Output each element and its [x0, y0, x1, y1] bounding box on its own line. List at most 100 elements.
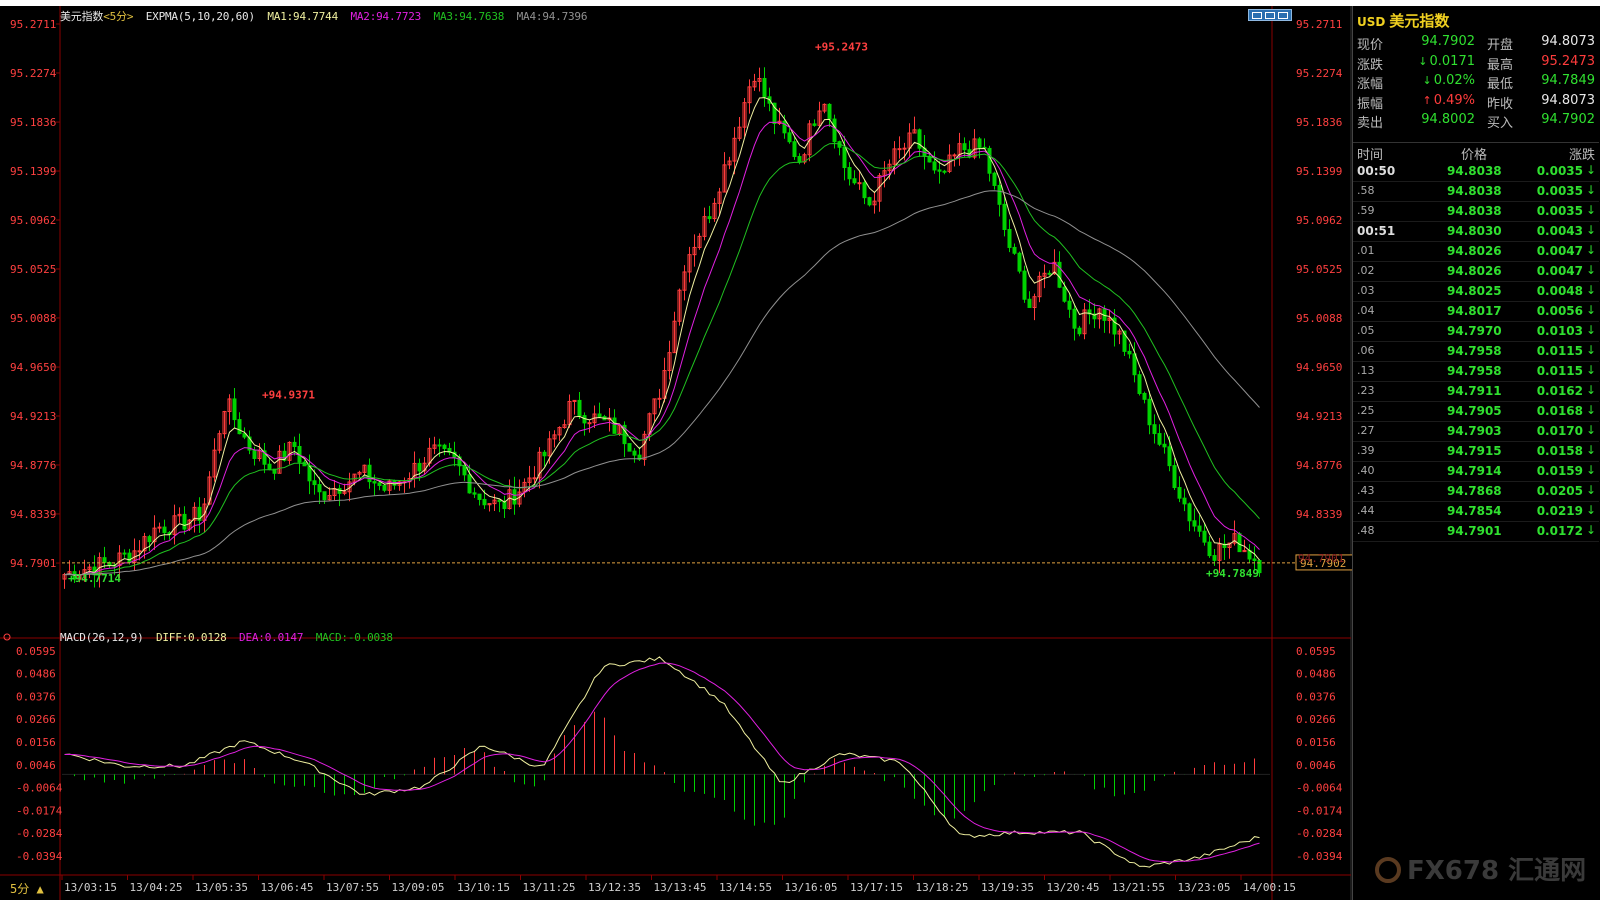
time-tick-label: 13/09:05 [392, 881, 445, 894]
candle-down [482, 498, 487, 506]
candle-up [1217, 543, 1222, 561]
tick-price: 94.8026 [1447, 244, 1502, 258]
time-tick-label: 13/19:35 [981, 881, 1034, 894]
candle-down [862, 182, 867, 199]
tick-row[interactable]: 00:50 94.8038 0.0035 ↓ [1353, 162, 1599, 182]
quote-row: 涨跌 ↓ 0.0171 最高 95.2473 [1353, 54, 1599, 73]
quote-value-2: 94.8073 [1541, 34, 1595, 49]
candle-down [442, 444, 447, 449]
candle-up [737, 126, 742, 139]
candle-up [717, 191, 722, 204]
price-tick-label: 94.8776 [10, 459, 56, 472]
tick-row[interactable]: .05 94.7970 0.0103 ↓ [1353, 322, 1599, 342]
candle-up [142, 536, 147, 552]
price-tick-label-right: 94.8339 [1296, 508, 1342, 521]
candle-down [182, 513, 187, 530]
chart-tools-icon[interactable] [1248, 9, 1292, 21]
indicator-name[interactable]: EXPMA(5,10,20,60) [145, 10, 255, 23]
period-label[interactable]: <5分> [103, 10, 134, 23]
macd-tick-label: 0.0595 [16, 645, 56, 658]
price-tick-label-right: 95.1399 [1296, 165, 1342, 178]
candle-up [972, 138, 977, 158]
tick-row[interactable]: .04 94.8017 0.0056 ↓ [1353, 302, 1599, 322]
candle-down [242, 433, 247, 438]
tick-row[interactable]: .23 94.7911 0.0162 ↓ [1353, 382, 1599, 402]
tick-row[interactable]: .59 94.8038 0.0035 ↓ [1353, 202, 1599, 222]
candle-down [472, 492, 477, 495]
candle-down [437, 444, 442, 447]
tick-row[interactable]: .48 94.7901 0.0172 ↓ [1353, 522, 1599, 542]
candle-down [1197, 525, 1202, 532]
tick-row[interactable]: .58 94.8038 0.0035 ↓ [1353, 182, 1599, 202]
candle-down [272, 468, 277, 474]
tick-time: .06 [1357, 344, 1375, 357]
time-tick-label: 13/14:55 [719, 881, 772, 894]
candle-up [192, 506, 197, 521]
macd-dea-value: DEA:0.0147 [239, 631, 304, 644]
time-tick-label: 14/00:15 [1243, 881, 1296, 894]
candle-down [917, 129, 922, 149]
candle-down [1067, 300, 1072, 310]
tick-price: 94.7901 [1447, 524, 1502, 538]
instrument-name: 美元指数 [60, 10, 104, 23]
candle-down [782, 120, 787, 134]
candle-down [392, 480, 397, 486]
candle-down [1147, 398, 1152, 426]
ma3-value: MA3:94.7638 [433, 10, 505, 23]
tick-row[interactable]: .13 94.7958 0.0115 ↓ [1353, 362, 1599, 382]
macd-tick-label-right: 0.0156 [1296, 736, 1336, 749]
candle-down [282, 450, 287, 461]
price-tick-label: 95.0088 [10, 312, 56, 325]
candle-up [572, 399, 577, 402]
candle-up [327, 495, 332, 501]
arrow-down-icon: ↓ [1585, 503, 1596, 517]
tick-row[interactable]: .40 94.7914 0.0159 ↓ [1353, 462, 1599, 482]
low-right-annotation: +94.7849 [1206, 567, 1259, 580]
tick-row[interactable]: 00:51 94.8030 0.0043 ↓ [1353, 222, 1599, 242]
time-tick-label: 13/21:55 [1112, 881, 1165, 894]
candle-down [1187, 503, 1192, 522]
tick-row[interactable]: .01 94.8026 0.0047 ↓ [1353, 242, 1599, 262]
price-tick-label: 95.2711 [10, 18, 56, 31]
macd-tick-label: 0.0266 [16, 713, 56, 726]
price-chart[interactable]: 95.2711 95.2711 95.2274 95.2274 95.1836 95.18… [0, 0, 1352, 900]
macd-tick-label: 0.0376 [16, 690, 56, 703]
tick-change: 0.0035 [1536, 184, 1583, 198]
tick-row[interactable]: .44 94.7854 0.0219 ↓ [1353, 502, 1599, 522]
candle-down [1252, 558, 1257, 561]
candle-down [1207, 541, 1212, 557]
quote-value-2: 95.2473 [1541, 53, 1595, 69]
tick-price: 94.7914 [1447, 464, 1502, 478]
tick-time: .02 [1357, 264, 1375, 277]
tick-row[interactable]: .25 94.7905 0.0168 ↓ [1353, 402, 1599, 422]
tick-row[interactable]: .27 94.7903 0.0170 ↓ [1353, 422, 1599, 442]
high-annotation: +95.2473 [815, 41, 868, 54]
tick-row[interactable]: .39 94.7915 0.0158 ↓ [1353, 442, 1599, 462]
candle-up [697, 235, 702, 248]
candle-up [682, 271, 687, 291]
candle-up [892, 148, 897, 165]
current-price-box [1295, 554, 1352, 571]
tick-price: 94.7958 [1447, 344, 1502, 358]
tick-price: 94.8017 [1447, 304, 1502, 318]
tick-row[interactable]: .03 94.8025 0.0048 ↓ [1353, 282, 1599, 302]
tick-row[interactable]: .02 94.8026 0.0047 ↓ [1353, 262, 1599, 282]
arrow-down-icon: ↓ [1422, 74, 1432, 87]
candle-down [162, 526, 167, 534]
tick-row[interactable]: .43 94.7868 0.0205 ↓ [1353, 482, 1599, 502]
macd-legend: MACD(26,12,9) DIFF:0.0128 DEA:0.0147 MAC… [60, 631, 399, 644]
panel-title: USD 美元指数 [1357, 10, 1449, 31]
candle-up [732, 137, 737, 162]
candle-down [1057, 261, 1062, 288]
tick-time: .44 [1357, 504, 1375, 517]
window-top-bar [0, 0, 1600, 6]
candle-up [752, 80, 757, 88]
tick-change: 0.0115 [1536, 364, 1583, 378]
tick-row[interactable]: .06 94.7958 0.0115 ↓ [1353, 342, 1599, 362]
price-tick-label-right: 95.2274 [1296, 67, 1343, 80]
macd-indicator-name[interactable]: MACD(26,12,9) [60, 631, 144, 644]
candle-down [467, 474, 472, 494]
candle-down [1257, 559, 1262, 574]
watermark-logo: FX678 汇通网 [1375, 850, 1586, 887]
period-selector[interactable]: 5分 ▲ [10, 882, 44, 896]
